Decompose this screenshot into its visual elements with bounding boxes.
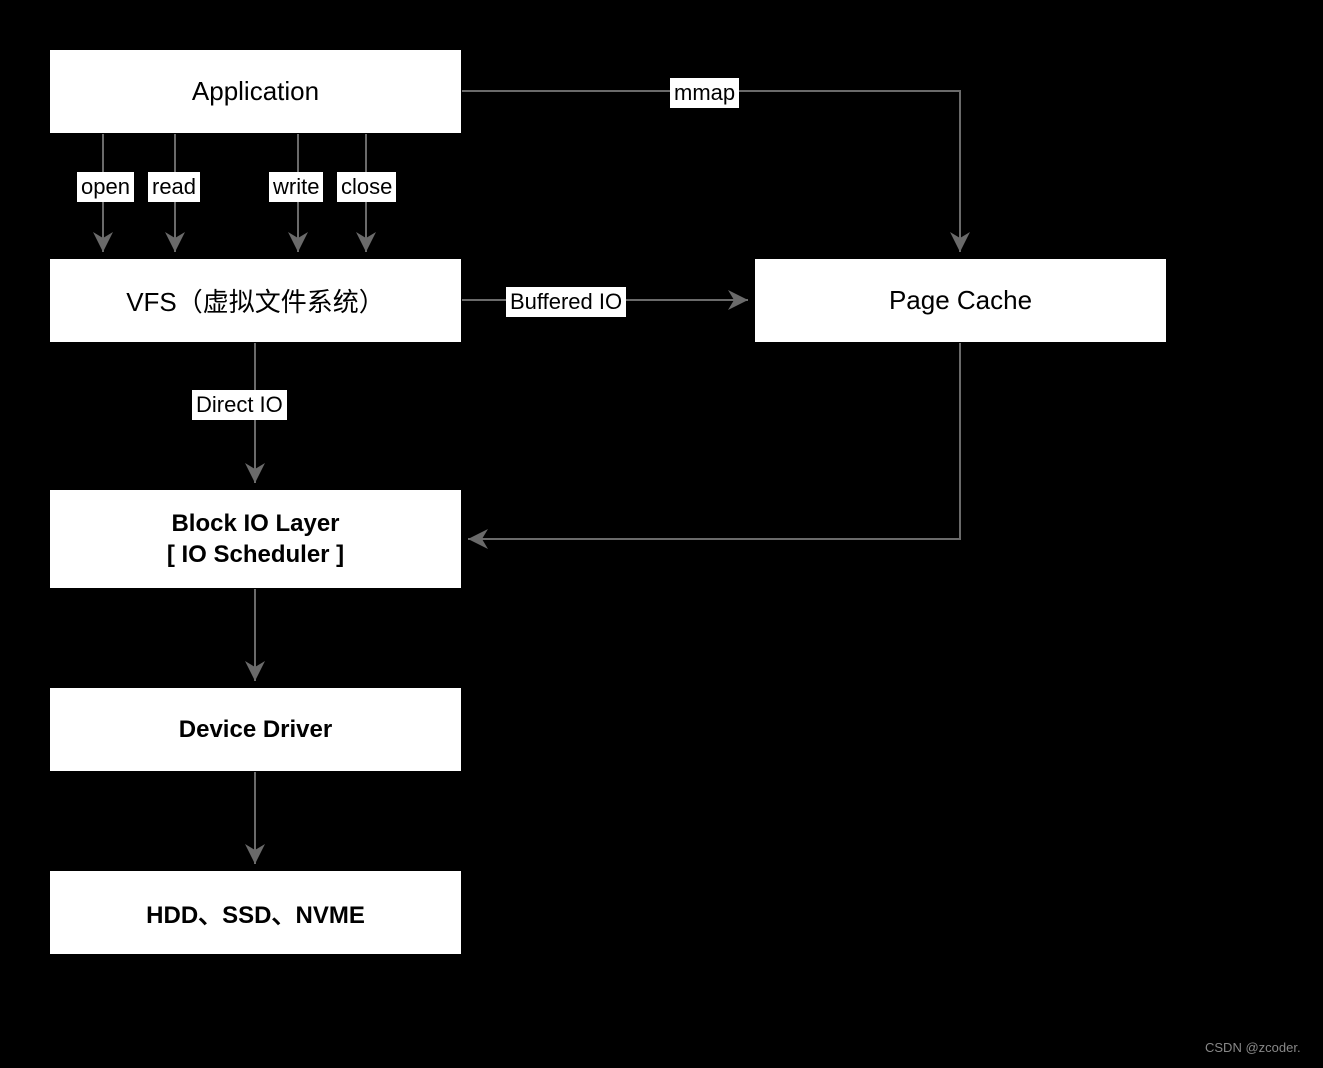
node-vfs-label: VFS（虚拟文件系统） xyxy=(126,282,385,319)
edge-label-direct-io: Direct IO xyxy=(192,390,287,420)
node-application-label: Application xyxy=(192,76,319,107)
edge-label-read: read xyxy=(148,172,200,202)
node-storage-label: HDD、SSD、NVME xyxy=(146,895,365,930)
node-storage: HDD、SSD、NVME xyxy=(49,870,462,955)
edge-label-open: open xyxy=(77,172,134,202)
node-device-driver-label: Device Driver xyxy=(179,716,332,744)
edge-label-mmap: mmap xyxy=(670,78,739,108)
edge-label-write: write xyxy=(269,172,323,202)
node-vfs: VFS（虚拟文件系统） xyxy=(49,258,462,343)
node-page-cache: Page Cache xyxy=(754,258,1167,343)
node-application: Application xyxy=(49,49,462,134)
node-page-cache-label: Page Cache xyxy=(889,285,1032,316)
node-block-io-label-2: [ IO Scheduler ] xyxy=(167,539,344,570)
edge-label-buffered-io: Buffered IO xyxy=(506,287,626,317)
node-block-io: Block IO Layer [ IO Scheduler ] xyxy=(49,489,462,589)
node-block-io-label-1: Block IO Layer xyxy=(171,508,339,539)
watermark: CSDN @zcoder. xyxy=(1205,1040,1301,1055)
node-device-driver: Device Driver xyxy=(49,687,462,772)
edge-label-close: close xyxy=(337,172,396,202)
